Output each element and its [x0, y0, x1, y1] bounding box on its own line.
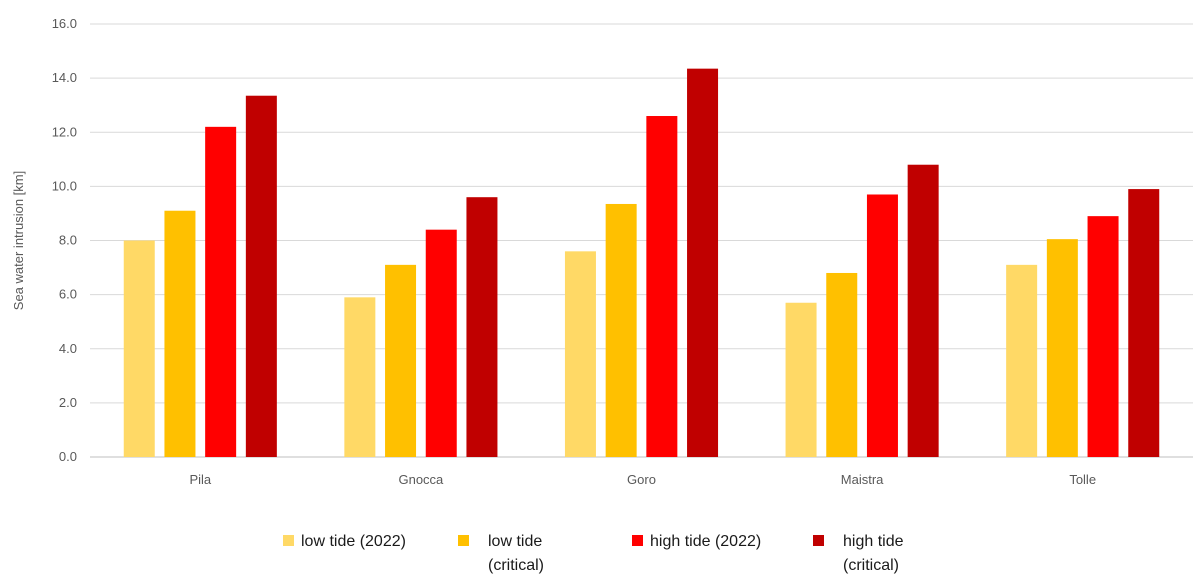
- bar-maistra-series-2: [826, 272, 858, 457]
- y-tick-label: 16.0: [52, 16, 77, 31]
- y-tick-label: 2.0: [59, 395, 77, 410]
- bar-pila-series-2: [164, 210, 196, 457]
- x-tick-label: Goro: [627, 472, 656, 487]
- bar-tolle-series-4: [1128, 189, 1160, 458]
- legend-swatch-high-tide-2022: [632, 535, 643, 546]
- bar-goro-series-1: [564, 251, 596, 457]
- x-tick-label: Tolle: [1069, 472, 1096, 487]
- bar-pila-series-3: [205, 126, 237, 458]
- legend-swatch-low-tide-critical: [458, 535, 469, 546]
- y-tick-label: 4.0: [59, 341, 77, 356]
- y-tick-label: 8.0: [59, 233, 77, 248]
- bar-pila-series-4: [245, 95, 277, 457]
- legend-label-high-tide-critical: high tide (critical): [843, 533, 904, 574]
- legend-label-high-tide-2022: high tide (2022): [650, 533, 762, 550]
- bar-chart: 0.0 2.0 4.0 6.0 8.0 10.0 12.0 14.0 16.0 Sea water…: [11, 16, 1193, 487]
- y-axis-title: Sea water intrusion [km]: [11, 171, 26, 310]
- y-tick-label: 6.0: [59, 287, 77, 302]
- legend-label-low-tide-2022: low tide (2022): [301, 533, 406, 550]
- legend-swatch-high-tide-critical: [813, 535, 824, 546]
- legend-item-high-tide-critical: high tide (critical): [813, 530, 904, 578]
- bar-tolle-series-3: [1087, 216, 1119, 457]
- bar-tolle-series-2: [1046, 239, 1078, 457]
- bar-maistra-series-1: [785, 302, 817, 457]
- bar-pila-series-1: [123, 240, 155, 457]
- x-tick-label: Pila: [189, 472, 211, 487]
- legend-label-low-tide-critical: low tide (critical): [488, 533, 544, 574]
- bar-maistra-series-3: [866, 194, 898, 457]
- bar-goro-series-4: [687, 68, 719, 457]
- bar-tolle-series-1: [1006, 264, 1038, 457]
- bar-gnocca-series-1: [344, 297, 376, 457]
- y-tick-label: 10.0: [52, 178, 77, 193]
- bar-gnocca-series-2: [385, 264, 417, 457]
- bar-maistra-series-4: [907, 164, 939, 457]
- bar-gnocca-series-3: [425, 229, 457, 457]
- bar-goro-series-2: [605, 203, 637, 457]
- bar-goro-series-3: [646, 116, 678, 457]
- y-tick-label: 0.0: [59, 449, 77, 464]
- legend-swatch-low-tide-2022: [283, 535, 294, 546]
- x-tick-label: Maistra: [841, 472, 884, 487]
- y-tick-label: 12.0: [52, 124, 77, 139]
- x-tick-label: Gnocca: [398, 472, 444, 487]
- legend-item-low-tide-critical: low tide (critical): [458, 530, 544, 578]
- legend-item-high-tide-2022: high tide (2022): [632, 530, 761, 554]
- bar-gnocca-series-4: [466, 197, 498, 457]
- y-tick-label: 14.0: [52, 70, 77, 85]
- legend-item-low-tide-2022: low tide (2022): [283, 530, 406, 554]
